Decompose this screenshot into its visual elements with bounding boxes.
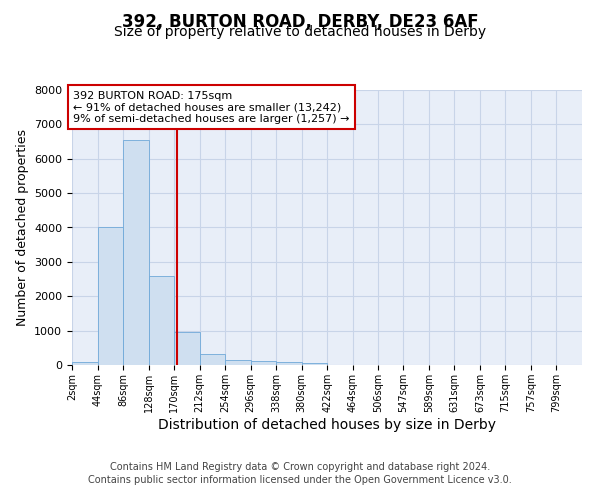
Bar bbox=[225, 360, 251, 365]
Bar bbox=[251, 360, 276, 365]
Text: Contains HM Land Registry data © Crown copyright and database right 2024.: Contains HM Land Registry data © Crown c… bbox=[110, 462, 490, 472]
Text: 392 BURTON ROAD: 175sqm
← 91% of detached houses are smaller (13,242)
9% of semi: 392 BURTON ROAD: 175sqm ← 91% of detache… bbox=[73, 90, 350, 124]
Bar bbox=[149, 276, 174, 365]
Bar bbox=[200, 354, 225, 365]
Text: Contains public sector information licensed under the Open Government Licence v3: Contains public sector information licen… bbox=[88, 475, 512, 485]
Text: Size of property relative to detached houses in Derby: Size of property relative to detached ho… bbox=[114, 25, 486, 39]
Bar bbox=[98, 228, 123, 365]
Bar bbox=[123, 140, 149, 365]
Text: 392, BURTON ROAD, DERBY, DE23 6AF: 392, BURTON ROAD, DERBY, DE23 6AF bbox=[122, 12, 478, 30]
Y-axis label: Number of detached properties: Number of detached properties bbox=[16, 129, 29, 326]
Bar bbox=[302, 362, 328, 365]
X-axis label: Distribution of detached houses by size in Derby: Distribution of detached houses by size … bbox=[158, 418, 496, 432]
Bar bbox=[174, 332, 200, 365]
Bar bbox=[276, 362, 302, 365]
Bar bbox=[72, 362, 98, 365]
